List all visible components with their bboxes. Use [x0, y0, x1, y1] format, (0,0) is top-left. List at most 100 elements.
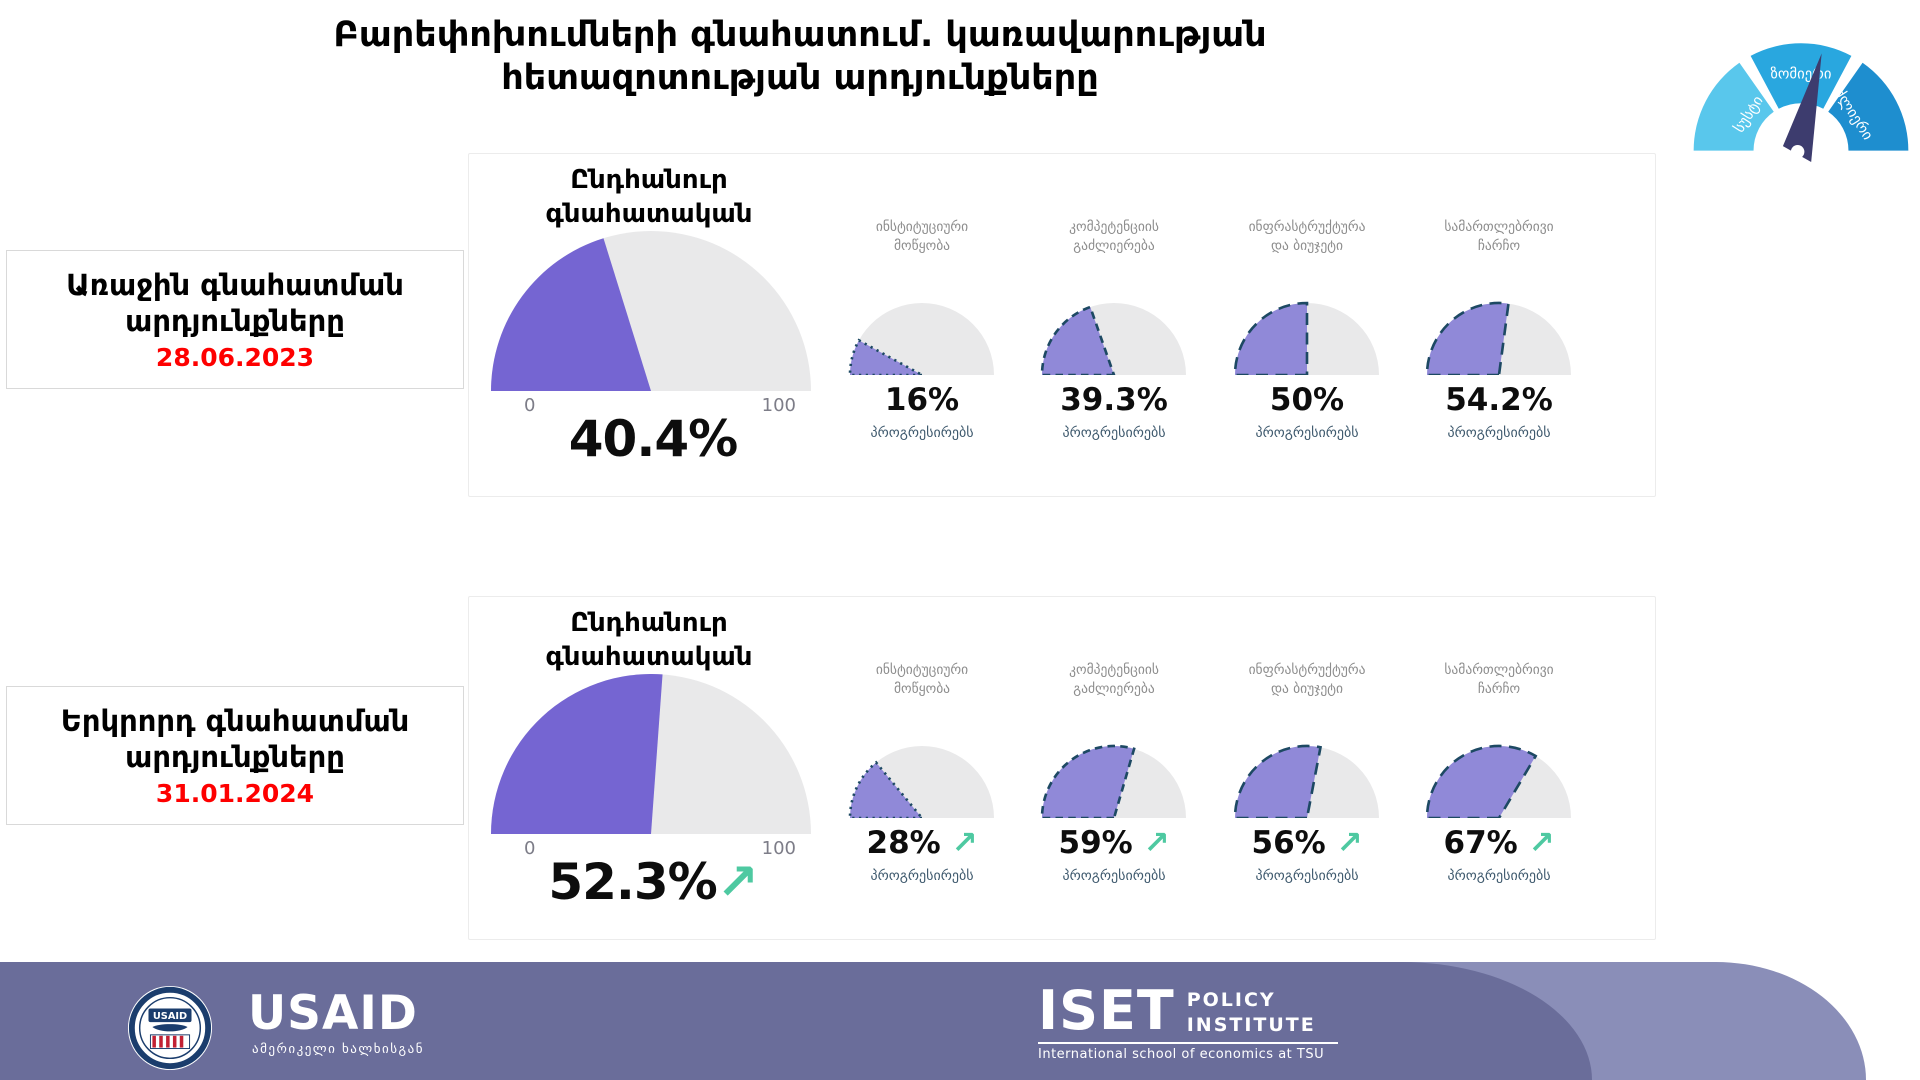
sub-gauge-value: 50%: [1211, 382, 1403, 418]
sub-title-line1: ინსტიტუციური: [875, 219, 969, 235]
seal-usaid-text: USAID: [153, 1011, 187, 1022]
axis-min: 0: [524, 838, 536, 859]
seal-usaid-box: [148, 1008, 192, 1023]
sub-gauge-value: 16%: [826, 382, 1018, 418]
sub-gauge-status: პროგრესირებს: [1447, 868, 1551, 884]
page-title-line1: Բարեփոխումների գնահատում. կառավարության: [333, 15, 1267, 55]
second-assessment-box: Երկրորդ գնահատման արդյունքները 31.01.202…: [6, 686, 464, 825]
trend-arrow-icon: ↗: [716, 853, 759, 911]
iset-divider: [1038, 1042, 1338, 1044]
axis-max: 100: [761, 395, 796, 416]
sub-gauge-chart: [848, 303, 994, 375]
footer-band: [0, 962, 1592, 1080]
gauge-fill: [491, 238, 651, 391]
gauge-fill: [848, 338, 923, 375]
sub-title-line2: და ბიუჯეტი: [1270, 237, 1344, 254]
meter-segment-weak: [1693, 62, 1774, 151]
sub-title-line2: მოწყობა: [893, 237, 951, 254]
sub-gauge-title: ინსტიტუციური მოწყობა: [826, 218, 1018, 256]
sub-gauge-chart: [1040, 303, 1186, 375]
axis-max: 100: [761, 838, 796, 859]
trend-arrow-icon: ↗: [1528, 825, 1555, 861]
stripe: [159, 1035, 163, 1048]
sub-value-number: 67%: [1443, 825, 1518, 861]
gauge-fill: [1040, 305, 1116, 375]
gauge-axis: 0 100: [524, 395, 796, 416]
speedometer-icon: სუსტი ზომიერი ძლიერი: [1693, 43, 1909, 162]
sub-gauge-value: 67% ↗: [1403, 825, 1595, 861]
page-title: Բարեփոխումների գնահատում. կառավարության …: [160, 14, 1440, 99]
sub-value-number: 16%: [884, 382, 960, 418]
stripe: [179, 1035, 184, 1048]
sub-gauge-status: პროგრესირებს: [870, 868, 974, 884]
sub-value-number: 28%: [866, 825, 941, 861]
sub-value-number: 50%: [1269, 382, 1345, 418]
first-assessment-label: Առաջին գնահատման արդյունքները: [11, 267, 459, 340]
axis-min: 0: [524, 395, 536, 416]
overall-score-label: Ընդհանուր գնահատական: [499, 607, 799, 675]
sub-gauge-legal: სამართლებრივი ჩარჩო 67% ↗ პროგრესირებს: [1403, 597, 1595, 939]
overall-score-value: 40.4%: [469, 410, 837, 468]
sub-title-line2: ჩარჩო: [1477, 680, 1521, 697]
sub-title-line1: ინფრასტრუქტურა: [1248, 662, 1366, 678]
gauge-fill: [1040, 744, 1136, 818]
first-assessment-line1: Առաջին գնահատման: [66, 268, 404, 302]
meter-needle: [1782, 53, 1822, 162]
sub-gauge-chart: [1233, 744, 1379, 818]
sub-title-line1: სამართლებრივი: [1444, 219, 1554, 235]
sub-gauge-title: ინფრასტრუქტურა და ბიუჯეტი: [1211, 661, 1403, 699]
sub-title-line1: კომპეტენციის: [1069, 662, 1159, 678]
sub-gauge-title: კომპეტენციის გაძლიერება: [1018, 218, 1210, 256]
first-assessment-box: Առաջին գնահատման արդյունքները 28.06.2023: [6, 250, 464, 389]
overall-score-label-line1: Ընդհանուր: [570, 608, 728, 638]
sub-gauge-status: პროგრესირებს: [1062, 868, 1166, 884]
sub-gauge-institutional: ინსტიტუციური მოწყობა 28% ↗ პროგრესირებს: [826, 597, 1018, 939]
sub-value-number: 39.3%: [1060, 382, 1168, 418]
sub-gauge-institutional: ინსტიტუციური მოწყობა 16% პროგრესირებს: [826, 154, 1018, 496]
panel-second-assessment: Ընդհանուր գնահատական 0 100 52.3%↗ ინსტიტ…: [468, 596, 1656, 940]
stripe: [152, 1035, 156, 1048]
second-assessment-date: 31.01.2024: [155, 778, 315, 808]
overall-gauge: [491, 674, 811, 834]
iset-policy: POLICY: [1186, 989, 1276, 1011]
sub-gauge-value: 56% ↗: [1211, 825, 1403, 861]
gauge-fill: [848, 760, 924, 818]
iset-logo-top: ISET POLICY INSTITUTE: [1038, 984, 1338, 1038]
overall-score-label-line2: գնահատական: [545, 198, 753, 229]
first-assessment-date: 28.06.2023: [155, 342, 315, 372]
overall-score-value: 52.3%↗: [469, 853, 837, 911]
sub-gauge-infrastructure: ინფრასტრუქტურა და ბიუჯეტი 50% პროგრესირებ…: [1211, 154, 1403, 496]
sub-title-line2: მოწყობა: [893, 680, 951, 697]
sub-gauge-title: ინსტიტუციური მოწყობა: [826, 661, 1018, 699]
overall-score-number: 40.4%: [568, 410, 738, 468]
sub-gauge-status: პროგრესირებს: [1447, 425, 1551, 441]
iset-logo: ISET POLICY INSTITUTE International scho…: [1038, 984, 1338, 1062]
second-assessment-label: Երկրորդ գնահատման արդյունքները: [11, 703, 459, 776]
usaid-seal: USAID: [127, 985, 213, 1071]
sub-value-number: 54.2%: [1445, 382, 1553, 418]
overall-gauge: [491, 231, 811, 391]
overall-score-label-line1: Ընդհանուր: [570, 165, 728, 195]
sub-gauge-legal: სამართლებრივი ჩარჩო 54.2% პროგრესირებს: [1403, 154, 1595, 496]
meter-label-moderate: ზომიერი: [1771, 65, 1832, 82]
trend-arrow-icon: ↗: [1143, 825, 1170, 861]
gauge-fill: [1425, 744, 1538, 818]
sub-gauge-chart: [1425, 744, 1571, 818]
seal-eagle: [152, 1024, 188, 1032]
seal-stripes: [149, 1034, 191, 1050]
sub-gauge-title: ინფრასტრუქტურა და ბიუჯეტი: [1211, 218, 1403, 256]
sub-title-line1: ინსტიტუციური: [875, 662, 969, 678]
sub-value-number: 56%: [1251, 825, 1326, 861]
overall-score-label-line2: գնահատական: [545, 641, 753, 672]
sub-gauge-chart: [1040, 744, 1186, 818]
trend-arrow-icon: ↗: [1336, 825, 1363, 861]
gauge-fill: [491, 674, 663, 834]
sub-gauge-value: 54.2%: [1403, 382, 1595, 418]
sub-gauge-chart: [1233, 301, 1379, 375]
sub-value-number: 59%: [1058, 825, 1133, 861]
second-assessment-line1: Երկրորդ գնահատման: [60, 704, 410, 738]
sub-title-line1: კომპეტენციის: [1069, 219, 1159, 235]
gauge-fill: [1233, 744, 1323, 818]
usaid-wordmark: USAID: [248, 986, 418, 1041]
stripe: [166, 1035, 170, 1048]
